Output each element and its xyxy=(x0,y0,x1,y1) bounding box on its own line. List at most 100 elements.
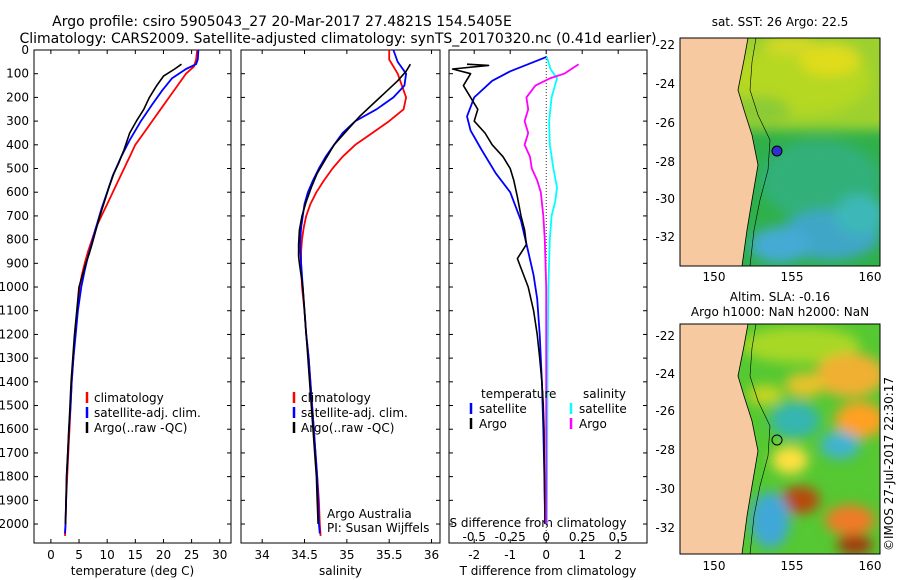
pi-label: PI: Susan Wijffels xyxy=(327,521,429,535)
temperature-xtick-label: 10 xyxy=(100,548,115,562)
depth-tick-label: 1900 xyxy=(0,493,29,507)
salinity-xtick-label: 35.5 xyxy=(376,548,403,562)
depth-tick-label: 100 xyxy=(6,67,29,81)
sla-ytick: -32 xyxy=(655,521,675,535)
temperature-series-1 xyxy=(64,49,200,534)
difference-xtick-label: -2 xyxy=(468,548,480,562)
sst-ytick: -22 xyxy=(655,38,675,52)
difference-xtick-label: 1 xyxy=(578,548,586,562)
temperature-xtick-label: 30 xyxy=(212,548,227,562)
argo-float-marker-sst xyxy=(771,145,783,157)
imos-timestamp: ©IMOS 27-Jul-2017 22:30:17 xyxy=(882,377,896,551)
sst-ytick: -28 xyxy=(655,155,675,169)
sst-ytick: -26 xyxy=(655,116,675,130)
sla-map-x-ticks: 150 155 160 xyxy=(703,559,882,573)
salinity-xtick-label: 34 xyxy=(255,548,270,562)
difference-series-3 xyxy=(523,63,580,524)
depth-tick-label: 1700 xyxy=(0,446,29,460)
legend-label: satellite xyxy=(479,402,527,416)
difference-s-tick-label: -0.5 xyxy=(462,530,485,544)
temperature-xtick-label: 25 xyxy=(184,548,199,562)
depth-tick-label: 400 xyxy=(6,138,29,152)
difference-xtick-label: 2 xyxy=(614,548,622,562)
sst-ytick: -32 xyxy=(655,230,675,244)
depth-tick-label: 1400 xyxy=(0,375,29,389)
sla-ytick: -26 xyxy=(655,404,675,418)
legend-label: Argo xyxy=(479,417,507,431)
depth-tick-label: 1100 xyxy=(0,304,29,318)
depth-tick-label: 1800 xyxy=(0,470,29,484)
difference-xlabel: T difference from climatology xyxy=(459,564,637,578)
sst-xtick: 150 xyxy=(703,270,726,284)
sst-ytick: -24 xyxy=(655,77,675,91)
difference-s-tick-label: 0 xyxy=(542,530,550,544)
depth-tick-label: 600 xyxy=(6,185,29,199)
difference-profile-chart: -2 -1 0 1 2 T difference from climatology S di… xyxy=(448,49,648,578)
argo-float-marker-sla xyxy=(771,434,783,446)
temperature-series-2 xyxy=(64,63,182,525)
sla-ytick: -22 xyxy=(655,329,675,343)
difference-s-label: S difference from climatology xyxy=(450,516,627,530)
difference-series-2 xyxy=(546,56,558,525)
difference-s-tick-label: 0.25 xyxy=(569,530,596,544)
depth-tick-label: 200 xyxy=(6,90,29,104)
depth-tick-label: 2000 xyxy=(0,517,29,531)
legend-label: satellite xyxy=(579,402,627,416)
legend-label: satellite-adj. clim. xyxy=(301,406,408,420)
depth-tick-label: 0 xyxy=(21,43,29,57)
difference-xtick-label: -1 xyxy=(504,548,516,562)
depth-tick-label: 900 xyxy=(6,256,29,270)
temperature-xtick-label: 5 xyxy=(75,548,83,562)
title-line-1: Argo profile: csiro 5905043_27 20-Mar-20… xyxy=(52,14,512,30)
legend-label: climatology xyxy=(301,391,371,405)
temperature-xtick-label: 15 xyxy=(128,548,143,562)
salinity-xtick-label: 34.5 xyxy=(291,548,318,562)
depth-tick-label: 1200 xyxy=(0,327,29,341)
sla-ytick: -30 xyxy=(655,482,675,496)
salinity-xtick-label: 36 xyxy=(424,548,439,562)
depth-tick-label: 1500 xyxy=(0,399,29,413)
sla-map-title-2: Argo h1000: NaN h2000: NaN xyxy=(691,305,869,319)
temperature-xtick-label: 20 xyxy=(156,548,171,562)
depth-tick-label: 1600 xyxy=(0,422,29,436)
sla-map: Altim. SLA: -0.16 Argo h1000: NaN h2000:… xyxy=(655,290,882,573)
difference-s-tick-label: -0.25 xyxy=(495,530,526,544)
depth-tick-label: 800 xyxy=(6,233,29,247)
sst-map-y-ticks: -22 -24 -26 -28 -30 -32 xyxy=(655,38,675,244)
depth-tick-label: 700 xyxy=(6,209,29,223)
sla-xtick: 160 xyxy=(859,559,882,573)
temperature-series-0 xyxy=(64,49,199,536)
sla-xtick: 155 xyxy=(781,559,804,573)
difference-series-1 xyxy=(451,63,546,525)
temperature-xlabel: temperature (deg C) xyxy=(71,564,194,578)
legend-label: Argo xyxy=(579,417,607,431)
depth-tick-label: 1300 xyxy=(0,351,29,365)
depth-tick-label: 1000 xyxy=(0,280,29,294)
sla-map-title-1: Altim. SLA: -0.16 xyxy=(730,290,830,304)
difference-axes-frame xyxy=(448,49,648,544)
sst-ytick: -30 xyxy=(655,192,675,206)
sla-xtick: 150 xyxy=(703,559,726,573)
temperature-axes-frame xyxy=(33,49,232,544)
sst-map-x-ticks: 150 155 160 xyxy=(703,270,882,284)
salinity-axes-frame xyxy=(240,49,441,544)
sla-map-y-ticks: -22 -24 -26 -28 -30 -32 xyxy=(655,329,675,535)
sla-ytick: -28 xyxy=(655,443,675,457)
salinity-xtick-label: 35 xyxy=(339,548,354,562)
sla-ytick: -24 xyxy=(655,367,675,381)
salinity-series-2 xyxy=(297,63,412,525)
legend-label: Argo(..raw -QC) xyxy=(94,421,187,435)
sst-map: sat. SST: 26 Argo: 22.5 -22 -24 xyxy=(655,15,882,284)
institution-label: Argo Australia xyxy=(327,507,412,521)
difference-xtick-label: 0 xyxy=(542,548,550,562)
salinity-xlabel: salinity xyxy=(319,564,362,578)
sst-xtick: 155 xyxy=(781,270,804,284)
temperature-profile-chart: 0100200300400500600700800900100011001200… xyxy=(0,43,232,578)
legend-label: climatology xyxy=(94,391,164,405)
title-line-2: Climatology: CARS2009. Satellite-adjuste… xyxy=(19,31,656,47)
difference-s-tick-label: 0.5 xyxy=(609,530,628,544)
legend-header-temperature: temperature xyxy=(481,387,556,401)
legend-header-salinity: salinity xyxy=(583,387,626,401)
depth-tick-label: 500 xyxy=(6,162,29,176)
